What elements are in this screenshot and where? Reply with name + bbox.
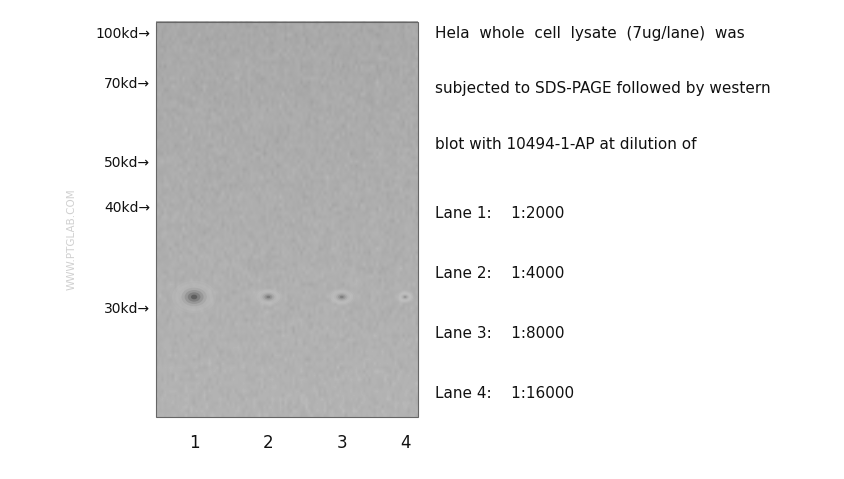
Ellipse shape <box>398 292 412 302</box>
Ellipse shape <box>327 287 357 307</box>
Ellipse shape <box>264 295 273 299</box>
Ellipse shape <box>187 292 201 302</box>
Ellipse shape <box>403 296 407 298</box>
Ellipse shape <box>261 292 277 302</box>
Ellipse shape <box>185 290 203 304</box>
Ellipse shape <box>252 287 284 307</box>
Ellipse shape <box>169 278 219 316</box>
Text: 100kd→: 100kd→ <box>95 26 150 41</box>
Ellipse shape <box>262 293 274 301</box>
Ellipse shape <box>267 296 270 298</box>
Ellipse shape <box>338 295 346 299</box>
Ellipse shape <box>396 290 414 304</box>
Bar <box>156 22 418 417</box>
Ellipse shape <box>178 285 210 308</box>
Text: Hela  whole  cell  lysate  (7ug/lane)  was: Hela whole cell lysate (7ug/lane) was <box>435 26 744 41</box>
Text: 3: 3 <box>337 434 347 452</box>
Ellipse shape <box>403 295 408 299</box>
Ellipse shape <box>172 281 216 313</box>
Ellipse shape <box>340 296 344 298</box>
Text: 50kd→: 50kd→ <box>104 156 150 170</box>
Ellipse shape <box>254 288 283 306</box>
Ellipse shape <box>401 294 409 300</box>
Text: 2: 2 <box>263 434 273 452</box>
Ellipse shape <box>328 288 355 306</box>
Text: blot with 10494-1-AP at dilution of: blot with 10494-1-AP at dilution of <box>435 137 696 151</box>
Ellipse shape <box>334 292 349 302</box>
Text: Lane 4:    1:16000: Lane 4: 1:16000 <box>435 386 574 400</box>
Ellipse shape <box>258 291 279 303</box>
Ellipse shape <box>181 288 207 306</box>
Text: 70kd→: 70kd→ <box>104 77 150 91</box>
Ellipse shape <box>400 293 410 301</box>
Ellipse shape <box>333 291 351 303</box>
Ellipse shape <box>398 291 413 303</box>
Ellipse shape <box>176 283 214 311</box>
Text: Lane 2:    1:4000: Lane 2: 1:4000 <box>435 266 564 281</box>
Text: WWW.PTGLAB.COM: WWW.PTGLAB.COM <box>67 189 77 290</box>
Text: 40kd→: 40kd→ <box>104 201 150 216</box>
Ellipse shape <box>331 290 354 304</box>
Text: Lane 1:    1:2000: Lane 1: 1:2000 <box>435 206 564 221</box>
Text: 4: 4 <box>400 434 410 452</box>
Ellipse shape <box>191 295 197 299</box>
Ellipse shape <box>394 289 416 305</box>
Text: Lane 3:    1:8000: Lane 3: 1:8000 <box>435 326 564 341</box>
Ellipse shape <box>257 289 280 305</box>
Text: 30kd→: 30kd→ <box>104 302 150 316</box>
Text: 1: 1 <box>189 434 199 452</box>
Text: subjected to SDS-PAGE followed by western: subjected to SDS-PAGE followed by wester… <box>435 81 771 96</box>
Ellipse shape <box>336 293 348 301</box>
